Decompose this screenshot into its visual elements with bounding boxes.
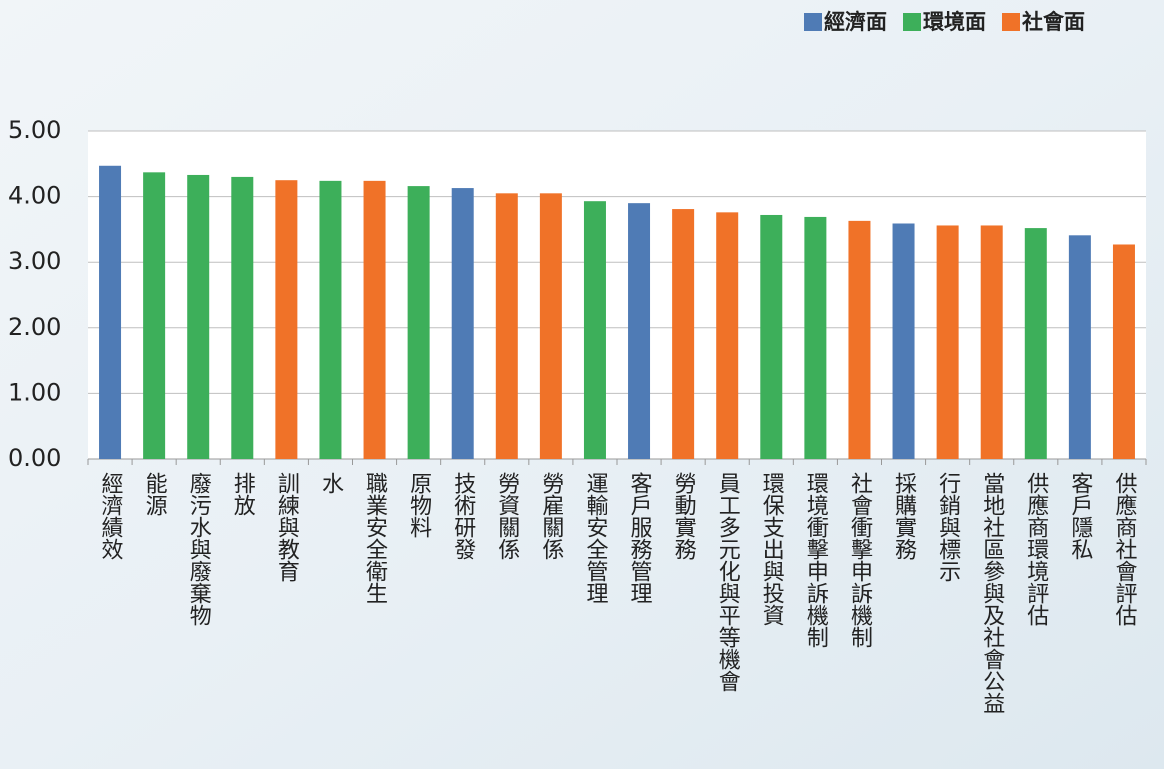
- x-tick-label: 客戶隱私: [1067, 472, 1093, 560]
- x-tick-label: 能源: [142, 472, 168, 516]
- y-tick-label: 1.00: [8, 378, 61, 406]
- y-tick-label: 3.00: [8, 247, 61, 275]
- bar: [540, 193, 562, 459]
- bar: [716, 212, 738, 459]
- x-tick-label: 環保支出與投資: [759, 472, 785, 626]
- bar: [628, 203, 650, 459]
- x-tick-label: 技術研發: [450, 472, 476, 560]
- y-tick-label: 2.00: [8, 313, 61, 341]
- bar: [893, 223, 915, 459]
- x-tick-label: 職業安全衛生: [362, 472, 388, 604]
- y-tick-label: 4.00: [8, 182, 61, 210]
- legend-swatch: [804, 13, 822, 31]
- bar: [143, 172, 165, 459]
- bar: [981, 225, 1003, 459]
- bar: [584, 201, 606, 459]
- y-tick-label: 0.00: [8, 444, 61, 472]
- x-tick-label: 勞動實務: [671, 472, 697, 560]
- x-tick-label: 水: [318, 472, 344, 494]
- bar: [319, 181, 341, 459]
- x-tick-label: 排放: [230, 472, 256, 516]
- x-tick-label: 原物料: [406, 472, 432, 538]
- legend-label: 經濟面: [824, 10, 887, 34]
- x-tick-label: 勞雇關係: [538, 472, 564, 560]
- chart: 0.00 1.00 2.00 3.00 4.00 5.00 經濟績效能源廢污水與廢棄物排放訓…: [0, 0, 1164, 769]
- bar: [187, 175, 209, 459]
- x-tick-label: 經濟績效: [98, 472, 124, 560]
- bar: [408, 186, 430, 459]
- x-tick-label: 採購實務: [891, 472, 917, 560]
- x-tick-label: 勞資關係: [494, 472, 520, 560]
- bar: [1113, 244, 1135, 459]
- bar: [231, 177, 253, 459]
- bar: [1069, 235, 1091, 459]
- x-tick-label: 社會衝擊申訴機制: [847, 472, 873, 648]
- x-tick-label: 供應商環境評估: [1023, 472, 1049, 626]
- bar: [848, 221, 870, 459]
- x-tick-label: 訓練與教育: [274, 472, 300, 582]
- bar: [99, 166, 121, 459]
- x-tick-label: 運輸安全管理: [582, 472, 608, 604]
- bar: [1025, 228, 1047, 459]
- legend-label: 社會面: [1021, 10, 1085, 34]
- x-tick-label: 環境衝擊申訴機制: [803, 472, 829, 648]
- bar: [496, 193, 518, 459]
- bar: [804, 217, 826, 459]
- x-tick-label: 員工多元化與平等機會: [715, 472, 741, 692]
- x-tick-label: 供應商社會評估: [1111, 472, 1137, 626]
- x-tick-label: 當地社區參與及社會公益: [979, 472, 1005, 714]
- bar: [452, 188, 474, 459]
- bar: [937, 225, 959, 459]
- x-tick-label: 廢污水與廢棄物: [186, 472, 212, 626]
- bar: [672, 209, 694, 459]
- y-tick-label: 5.00: [8, 116, 61, 144]
- x-tick-label: 行銷與標示: [935, 472, 961, 582]
- bar: [760, 215, 782, 459]
- legend-label: 環境面: [923, 10, 986, 34]
- bar: [275, 180, 297, 459]
- bar: [364, 181, 386, 459]
- x-tick-label: 客戶服務管理: [627, 472, 653, 604]
- legend-swatch: [903, 13, 921, 31]
- legend-swatch: [1002, 13, 1020, 31]
